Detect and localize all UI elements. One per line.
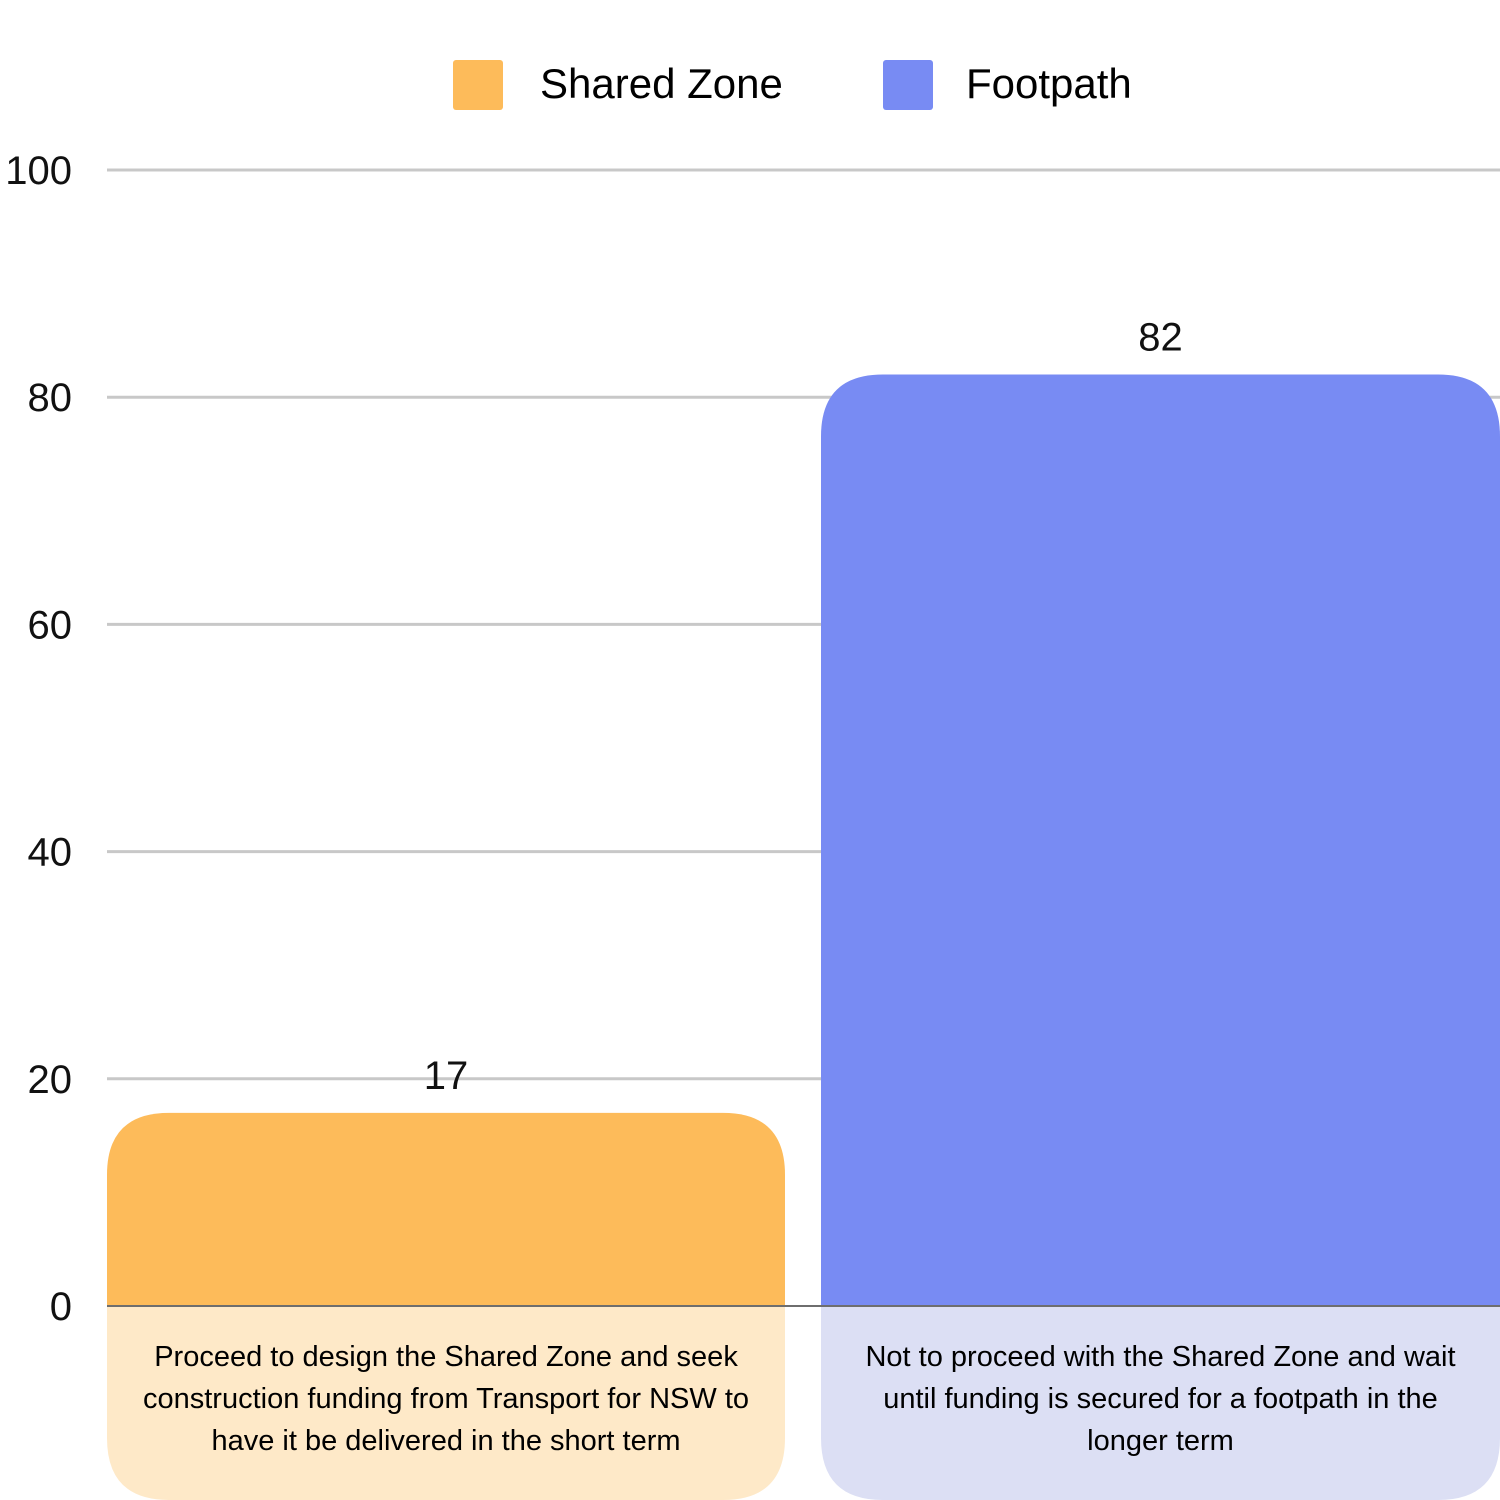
y-axis-tick-labels: 0 20 40 60 80 100	[5, 149, 72, 1329]
category-label-bg-shared-zone	[107, 1306, 785, 1500]
category-label-backgrounds	[107, 1306, 1500, 1500]
legend-swatch-shared-zone	[453, 60, 503, 110]
y-tick-label-80: 80	[28, 376, 73, 420]
y-tick-label-100: 100	[5, 149, 72, 193]
legend: Shared Zone Footpath	[453, 60, 1132, 110]
category-label-footpath-line-3: longer term	[1087, 1425, 1234, 1457]
category-label-shared-zone-line-2: construction funding from Transport for …	[143, 1383, 749, 1415]
y-tick-label-0: 0	[50, 1285, 72, 1329]
y-tick-label-20: 20	[28, 1058, 73, 1102]
data-label-shared-zone: 17	[424, 1054, 469, 1098]
category-labels: Proceed to design the Shared Zone and se…	[143, 1341, 1456, 1457]
category-label-footpath-line-2: until funding is secured for a footpath …	[883, 1383, 1438, 1415]
category-label-bg-footpath	[821, 1306, 1500, 1500]
category-label-shared-zone-line-3: have it be delivered in the short term	[211, 1425, 680, 1457]
category-label-shared-zone-line-1: Proceed to design the Shared Zone and se…	[154, 1341, 738, 1373]
data-label-footpath: 82	[1138, 315, 1183, 359]
y-tick-label-40: 40	[28, 831, 73, 875]
bars	[107, 374, 1500, 1307]
bar-footpath	[821, 374, 1500, 1307]
y-tick-label-60: 60	[28, 603, 73, 647]
bar-shared-zone	[107, 1112, 785, 1306]
legend-label-footpath: Footpath	[966, 60, 1132, 107]
legend-label-shared-zone: Shared Zone	[540, 60, 783, 107]
category-label-footpath-line-1: Not to proceed with the Shared Zone and …	[865, 1341, 1455, 1373]
legend-swatch-footpath	[883, 60, 933, 110]
